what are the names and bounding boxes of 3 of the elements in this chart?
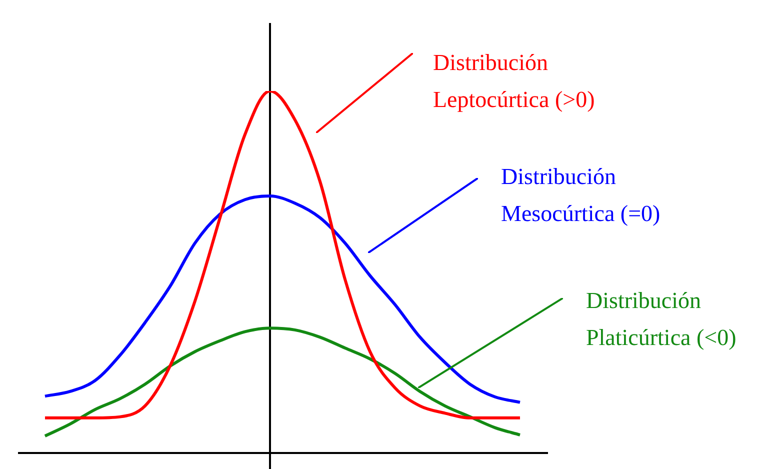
text: Distribución Mesocúrtica (=0) xyxy=(501,163,662,228)
text: Distribución Platicúrtica (<0) xyxy=(586,287,738,352)
text: Distribución Leptocúrtica (>0) xyxy=(433,49,596,114)
